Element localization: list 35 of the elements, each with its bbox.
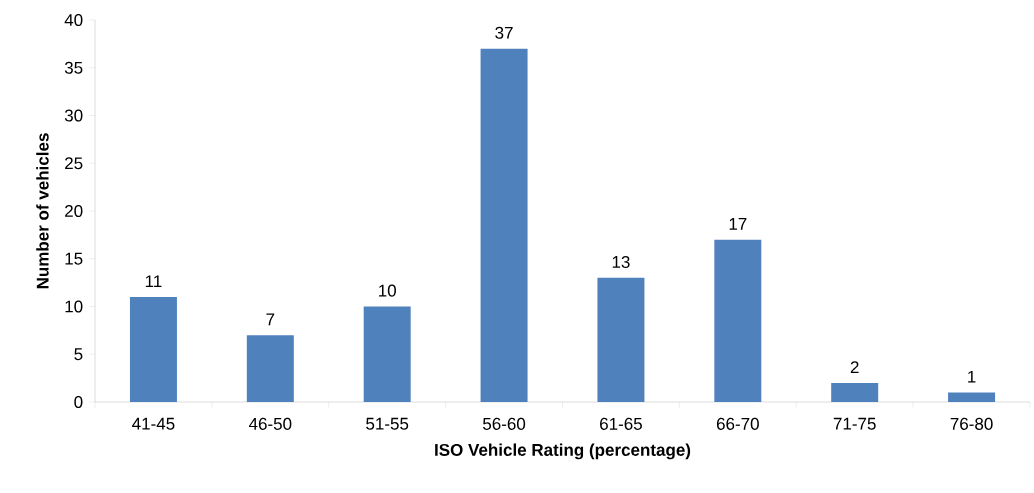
x-tick-label: 71-75 bbox=[833, 417, 876, 430]
bar bbox=[948, 392, 996, 402]
x-axis-title: ISO Vehicle Rating (percentage) bbox=[435, 443, 691, 460]
y-tick-label: 20 bbox=[65, 204, 83, 218]
data-label: 37 bbox=[495, 26, 513, 39]
y-tick-label: 40 bbox=[64, 13, 83, 27]
data-label: 2 bbox=[850, 361, 859, 374]
x-tick-label: 41-45 bbox=[132, 417, 175, 430]
bar bbox=[831, 382, 879, 402]
x-tick-label: 61-65 bbox=[600, 417, 642, 430]
data-label: 7 bbox=[266, 313, 275, 326]
y-tick-label: 15 bbox=[65, 252, 83, 265]
data-label: 13 bbox=[612, 255, 630, 268]
data-label: 10 bbox=[379, 284, 396, 297]
x-tick-label: 51-55 bbox=[366, 417, 409, 430]
bar bbox=[246, 335, 294, 402]
y-tick-label: 0 bbox=[74, 395, 83, 409]
x-tick-label: 76-80 bbox=[950, 417, 993, 430]
y-tick-label: 10 bbox=[65, 300, 83, 313]
y-tick-label: 30 bbox=[64, 109, 83, 122]
data-label: 11 bbox=[145, 275, 162, 288]
y-tick-label: 5 bbox=[74, 348, 83, 361]
x-tick-label: 56-60 bbox=[483, 417, 526, 430]
bar bbox=[129, 296, 177, 402]
bar bbox=[480, 48, 528, 402]
y-tick-label: 25 bbox=[65, 157, 83, 170]
bar bbox=[597, 277, 645, 402]
y-tick-label: 35 bbox=[64, 61, 83, 74]
data-label: 1 bbox=[968, 370, 976, 383]
data-label: 17 bbox=[729, 218, 747, 230]
x-tick-label: 46-50 bbox=[248, 417, 292, 430]
x-tick-label: 66-70 bbox=[716, 417, 759, 430]
y-axis-title: Number of vehicles bbox=[36, 133, 49, 289]
bar bbox=[714, 239, 762, 402]
bar bbox=[363, 306, 411, 402]
